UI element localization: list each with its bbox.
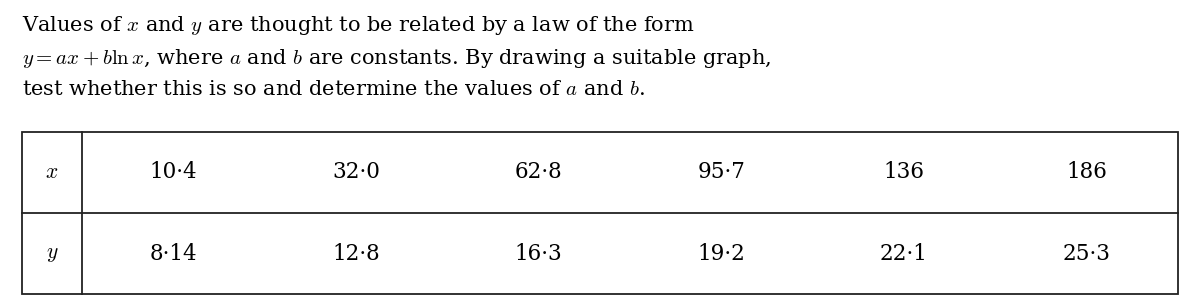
Text: 25·3: 25·3 (1063, 243, 1111, 264)
Text: 19·2: 19·2 (697, 243, 745, 264)
Text: 8·14: 8·14 (150, 243, 197, 264)
Text: 62·8: 62·8 (515, 161, 563, 184)
Text: test whether this is so and determine the values of $a$ and $b$.: test whether this is so and determine th… (22, 80, 646, 99)
Text: 136: 136 (883, 161, 924, 184)
Bar (22, 132, 1178, 294)
Text: Values of $x$ and $y$ are thought to be related by a law of the form: Values of $x$ and $y$ are thought to be … (22, 14, 695, 37)
Text: 186: 186 (1067, 161, 1108, 184)
Text: 22·1: 22·1 (880, 243, 928, 264)
Text: $y$: $y$ (46, 243, 59, 264)
Text: $x$: $x$ (46, 161, 59, 184)
Text: 10·4: 10·4 (150, 161, 197, 184)
Text: 95·7: 95·7 (697, 161, 745, 184)
Text: 16·3: 16·3 (515, 243, 563, 264)
Text: $y = ax + b\ln x$, where $a$ and $b$ are constants. By drawing a suitable graph,: $y = ax + b\ln x$, where $a$ and $b$ are… (22, 47, 772, 70)
Text: 32·0: 32·0 (332, 161, 380, 184)
Text: 12·8: 12·8 (332, 243, 380, 264)
